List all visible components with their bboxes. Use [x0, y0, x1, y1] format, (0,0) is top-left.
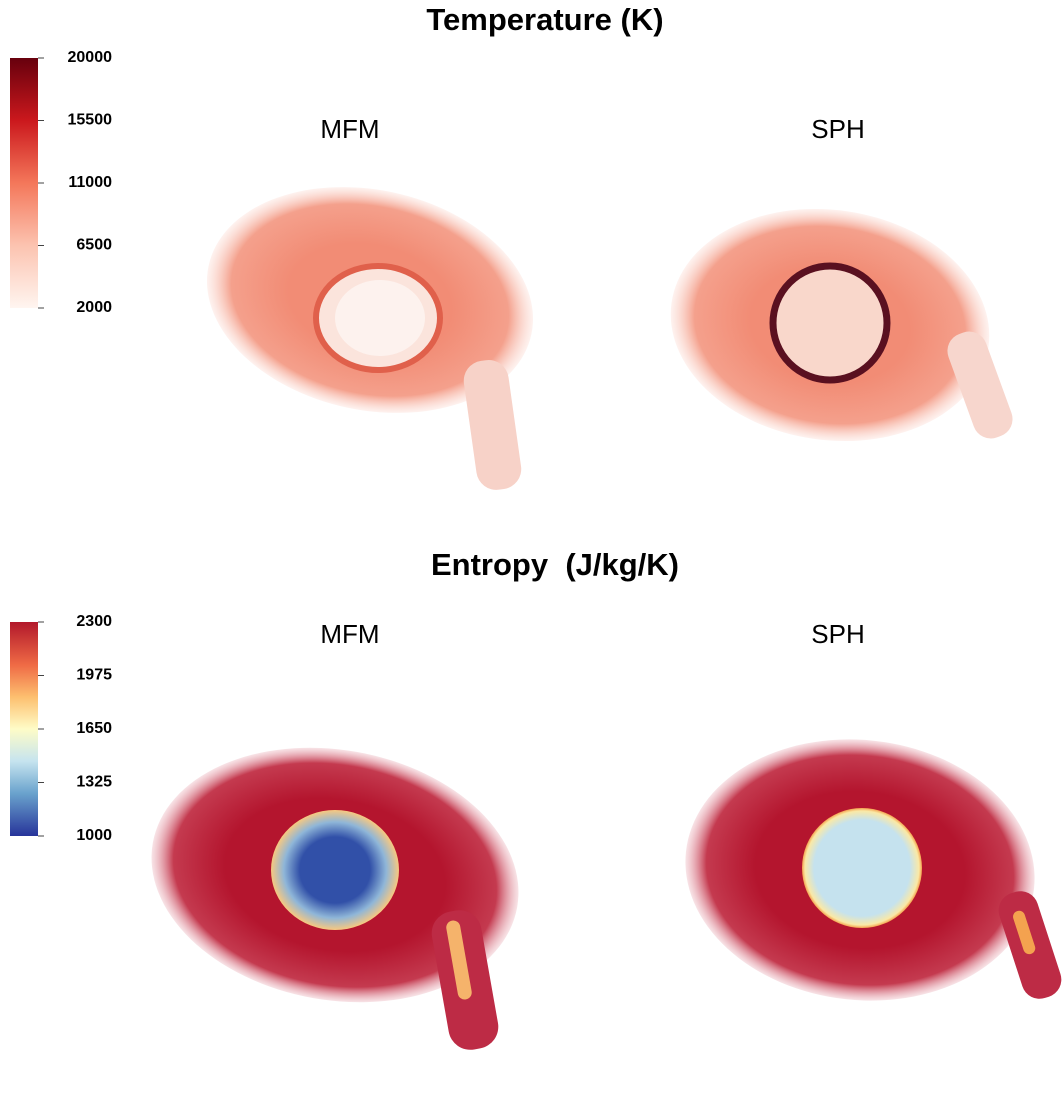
colorbar-tick-label: 11000 [68, 174, 112, 191]
colorbar-tick-label: 1975 [76, 667, 112, 684]
right-label: SPH [811, 114, 864, 144]
colorbar-tick-label: 1325 [76, 774, 112, 791]
colorbar [10, 58, 38, 308]
left-label: MFM [320, 114, 379, 144]
colorbar-tick-label: 1000 [76, 827, 112, 844]
colorbar-tick-label: 20000 [68, 49, 113, 66]
colorbar [10, 622, 38, 836]
colorbar-tick-label: 6500 [76, 237, 112, 254]
panel-title: Temperature (K) [426, 2, 663, 37]
colorbar-tick-label: 15500 [68, 112, 113, 129]
colorbar-tick-label: 2300 [76, 613, 112, 630]
left-label: MFM [320, 619, 379, 649]
right-label: SPH [811, 619, 864, 649]
colorbar-tick-label: 1650 [76, 720, 112, 737]
mfm-entropy-render [151, 747, 519, 1050]
mfm-temperature-render [206, 187, 534, 490]
sph-entropy-render [685, 739, 1062, 1001]
panel-title: Entropy (J/kg/K) [431, 547, 679, 582]
sph-temperature-render [670, 208, 1013, 442]
colorbar-tick-label: 2000 [76, 299, 112, 316]
